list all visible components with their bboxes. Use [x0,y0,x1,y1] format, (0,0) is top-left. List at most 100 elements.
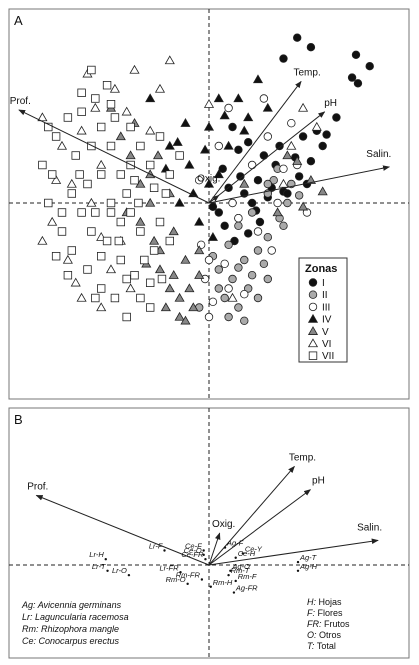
point-b-lr-f [163,549,166,552]
point-zona-i-39 [236,172,245,181]
point-zona-vi-21 [125,283,136,293]
vector-b-prof [35,494,210,566]
key-part-fr: FR: Frutos [307,619,350,629]
point-zona-vii-33 [77,88,86,97]
point-b-label-ce-fr: Ce-FR [181,550,204,559]
point-zona-i-14 [234,145,243,154]
point-zona-iv-2 [184,159,195,169]
point-zona-vi-23 [37,235,48,245]
point-zona-ii-14 [234,303,243,312]
key-part-h: H: Hojas [307,597,342,607]
point-zona-vii-14 [71,151,80,160]
point-zona-iii-14 [279,164,288,173]
point-zona-v-8 [160,302,171,312]
point-zona-v-12 [168,226,179,236]
point-zona-vii-35 [87,227,96,236]
point-zona-iii-0 [204,255,214,265]
legend-marker-iv [307,313,319,323]
point-zona-vii-42 [97,170,106,179]
point-zona-vii-44 [57,208,67,217]
panel-a-points [37,33,374,325]
legend-label-vii: VII [322,351,334,362]
point-zona-vii-9 [130,270,139,280]
point-zona-vi-25 [298,102,309,112]
point-zona-vii-25 [136,293,145,303]
key-part-o: O: Otros [307,630,342,640]
point-zona-v-4 [145,197,156,207]
legend-marker-v [307,326,319,335]
point-zona-iii-22 [228,198,237,208]
point-zona-vi-3 [47,216,58,226]
point-zona-ii-12 [243,284,253,293]
point-b-rm-t [227,573,230,577]
legend-marker-iii [308,302,318,312]
panel-a-label: A [14,13,23,28]
panel-b-vectors: Prof. Temp. pH Salin. Oxig. [27,452,382,566]
vector-b-ph [208,489,312,566]
point-zona-vii-63 [157,274,167,284]
legend-label-iv: IV [322,315,332,326]
point-zona-vii-0 [87,65,96,75]
legend-marker-vi [307,338,319,348]
point-zona-vii-57 [51,251,61,261]
point-zona-vii-50 [87,141,96,151]
point-zona-v-17 [174,311,185,321]
point-zona-vi-2 [66,178,77,188]
point-zona-ii-7 [253,246,263,255]
point-zona-vii-43 [77,208,86,217]
point-b-rm-fr [200,578,204,581]
point-zona-ii-13 [220,293,229,303]
legend-label-ii: II [322,290,328,301]
legend-label-i: I [322,278,325,289]
point-zona-vii-49 [110,113,120,122]
point-zona-i-4 [365,61,374,71]
point-zona-vii-53 [122,274,131,284]
vector-b-label-salin: Salin. [357,522,382,533]
point-zona-v-24 [317,186,328,196]
point-b-lr-o [127,573,131,577]
legend-label-iii: III [322,302,330,313]
point-zona-iii-19 [259,94,269,103]
point-zona-vii-48 [149,183,159,192]
point-zona-i-11 [275,141,284,151]
point-b-rm-f [234,579,237,583]
point-zona-ii-24 [279,221,288,230]
point-zona-v-25 [298,201,309,211]
point-zona-vi-1 [56,140,68,150]
point-zona-ii-15 [253,293,263,303]
key-species-ce: Ce: Conocarpus erectus [22,636,120,646]
point-zona-iv-3 [203,121,215,131]
point-zona-iii-11 [194,175,204,185]
point-zona-vii-40 [145,160,155,170]
point-zona-vi-9 [86,197,97,207]
panel-a-vectors: Prof. Temp. pH Salin. Oxig. [10,67,391,204]
point-b-ce-o [202,553,205,557]
point-zona-i-10 [322,130,331,139]
point-b-ce-f [202,549,205,552]
panel-b-points: Ag-F Ce-FCe-OCe-FR Ce-YCe-H Lr-F Lr-H Lr-T Lr-… [89,539,318,594]
point-zona-iii-16 [204,312,214,322]
point-zona-vii-30 [165,170,174,179]
point-zona-iii-13 [224,103,233,113]
key-part-t: T: Total [307,641,336,651]
point-zona-iii-5 [253,227,263,236]
legend-marker-ii [308,290,318,299]
point-b-label-rm-f: Rm-F [238,572,257,581]
point-zona-vi-28 [278,178,289,188]
point-zona-i-26 [283,189,292,198]
point-zona-v-23 [305,175,316,184]
point-zona-iv-9 [262,102,273,112]
point-zona-vii-20 [67,246,76,255]
point-zona-vii-21 [83,265,92,274]
point-zona-iii-10 [247,160,257,170]
point-zona-v-2 [125,150,136,160]
point-zona-v-10 [184,283,195,293]
key-species-lr: Lr: Laguncularia racemosa [22,612,129,622]
point-zona-vii-22 [97,284,106,293]
legend-box [298,257,348,363]
point-zona-v-18 [188,302,199,312]
point-zona-ii-25 [294,191,304,200]
point-zona-ii-26 [214,284,223,293]
point-b-ag-fr [232,591,236,594]
